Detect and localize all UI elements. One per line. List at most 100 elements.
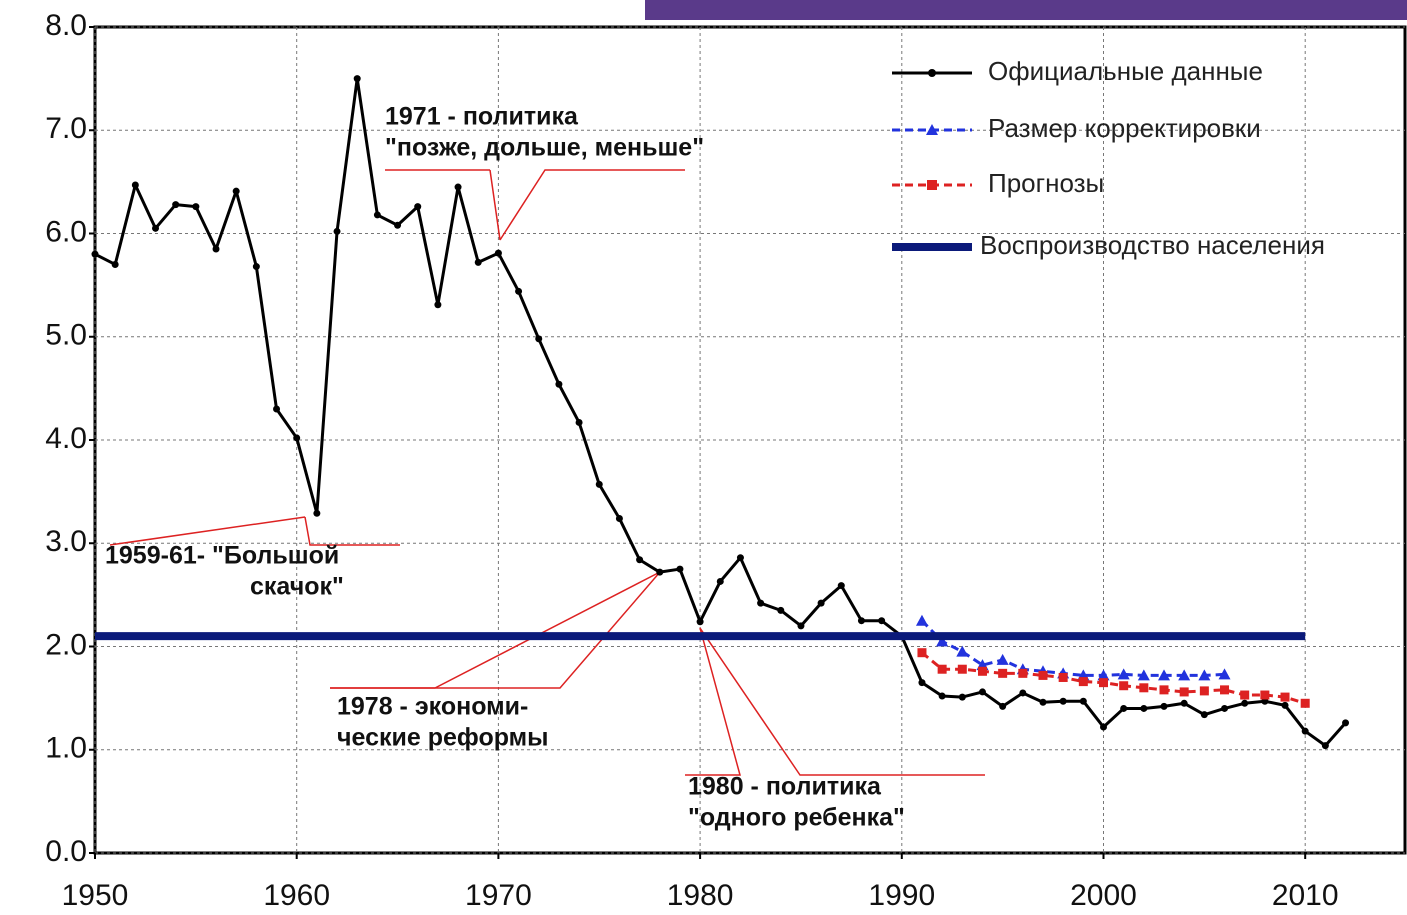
marker (1280, 692, 1290, 702)
y-tick-label: 5.0 (45, 319, 87, 352)
series-line (920, 619, 1225, 677)
marker (857, 617, 865, 625)
marker (1342, 719, 1350, 727)
marker (1160, 702, 1168, 710)
marker (817, 599, 825, 607)
marker (252, 263, 260, 271)
annotation-connector (685, 627, 741, 776)
marker (996, 653, 1009, 665)
marker (938, 692, 946, 700)
annotation-connector (304, 516, 400, 546)
annotation-connector (330, 571, 661, 689)
x-tick-label: 2010 (1272, 879, 1339, 912)
marker (333, 227, 341, 235)
marker (454, 183, 462, 191)
marker (313, 509, 321, 517)
marker (394, 221, 402, 229)
marker (1140, 704, 1148, 712)
marker (978, 688, 986, 696)
marker (998, 668, 1008, 678)
annotation: 1959-61- "Большой (105, 542, 339, 570)
marker (1119, 681, 1129, 691)
marker (1137, 669, 1150, 681)
marker (777, 606, 785, 614)
marker (353, 75, 361, 83)
marker (1178, 669, 1191, 681)
legend-marker (927, 180, 937, 190)
y-tick-label: 1.0 (45, 732, 87, 765)
marker (716, 577, 724, 585)
marker (1180, 699, 1188, 707)
annotation-connector (699, 627, 985, 776)
marker (797, 622, 805, 630)
marker (977, 666, 987, 676)
marker (474, 258, 482, 266)
annotation: "позже, дольше, меньше" (385, 134, 704, 162)
marker (1241, 699, 1249, 707)
marker (917, 648, 927, 658)
marker (915, 614, 928, 626)
marker (212, 245, 220, 253)
annotation-connector (489, 169, 501, 241)
marker (555, 380, 563, 388)
marker (373, 211, 381, 219)
marker (1218, 668, 1231, 680)
legend-marker (928, 69, 936, 77)
legend-label: Воспроизводство населения (980, 230, 1325, 260)
legend-marker (926, 124, 938, 135)
marker (696, 618, 704, 626)
annotation-connector (499, 169, 685, 241)
marker (111, 260, 119, 268)
marker (1018, 668, 1028, 678)
marker (1200, 711, 1208, 719)
marker (736, 554, 744, 562)
marker (1079, 697, 1087, 705)
annotation: 1971 - политика (385, 103, 579, 131)
y-tick-label: 6.0 (45, 215, 87, 248)
annotation-connector (109, 516, 306, 546)
marker (1038, 670, 1048, 680)
marker (1300, 698, 1310, 708)
marker (1100, 723, 1107, 731)
marker (91, 250, 99, 258)
marker (494, 249, 502, 257)
marker (918, 679, 926, 687)
marker (878, 617, 886, 625)
legend-label: Официальные данные (988, 56, 1263, 86)
marker (232, 187, 240, 195)
marker (1039, 698, 1047, 706)
marker (1240, 690, 1250, 700)
marker (1199, 686, 1209, 696)
annotation: скачок" (250, 573, 344, 601)
marker (1139, 683, 1149, 693)
marker (1281, 701, 1289, 709)
marker (1117, 668, 1130, 680)
marker (957, 664, 967, 674)
marker (837, 582, 845, 590)
marker (676, 565, 684, 573)
legend-label: Размер корректировки (988, 113, 1261, 143)
marker (414, 203, 422, 211)
x-tick-label: 1950 (62, 879, 129, 912)
y-tick-label: 0.0 (45, 835, 87, 868)
annotation: 1978 - экономи- (337, 693, 528, 721)
marker (956, 645, 969, 657)
y-tick-label: 2.0 (45, 628, 87, 661)
y-tick-label: 3.0 (45, 525, 87, 558)
marker (937, 664, 947, 674)
marker (172, 201, 180, 209)
annotation: "одного ребенка" (688, 804, 905, 832)
x-tick-label: 1980 (667, 879, 734, 912)
legend-label: Прогнозы (988, 168, 1104, 198)
marker (1260, 690, 1270, 700)
x-tick-label: 2000 (1070, 879, 1137, 912)
marker (1221, 704, 1229, 712)
y-tick-label: 8.0 (45, 9, 87, 42)
marker (1019, 689, 1027, 697)
y-tick-label: 7.0 (45, 112, 87, 145)
marker (999, 702, 1007, 710)
marker (273, 405, 281, 413)
annotation: ческие реформы (337, 724, 549, 752)
marker (1120, 704, 1128, 712)
marker (936, 635, 949, 647)
